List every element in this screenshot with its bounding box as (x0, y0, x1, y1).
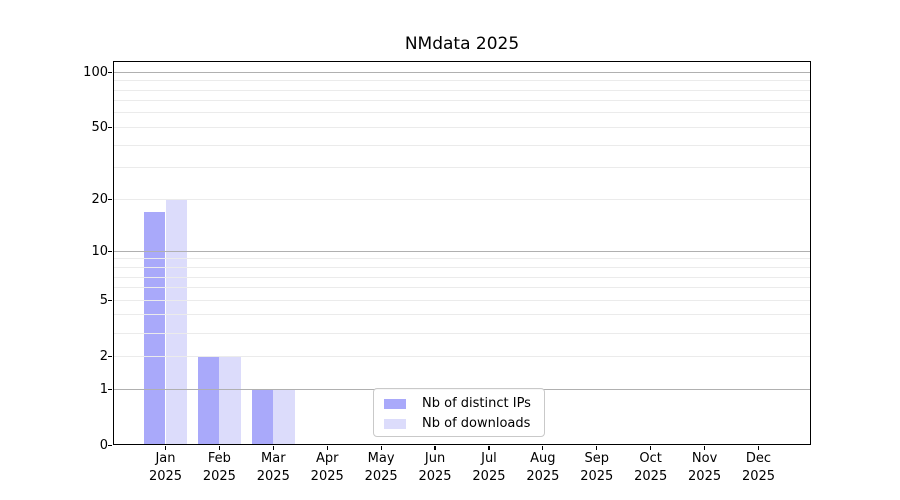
x-axis-tick (380, 446, 382, 450)
minor-gridline (113, 167, 811, 169)
x-axis-tick-label: Apr 2025 (310, 451, 344, 484)
minor-gridline (113, 198, 811, 200)
y-axis-tick (108, 299, 112, 301)
y-axis-tick (108, 444, 112, 446)
bar-distinct-ips (197, 356, 220, 445)
minor-gridline (113, 267, 811, 268)
legend-label-downloads: Nb of downloads (422, 416, 531, 431)
x-axis-tick (488, 446, 490, 450)
legend-swatch-distinct-ips (384, 399, 406, 409)
x-axis-tick-label: Jun 2025 (418, 451, 452, 484)
minor-gridline (113, 276, 811, 278)
major-gridline (113, 71, 811, 73)
gridlines-layer (113, 61, 811, 445)
x-axis-tick-label: Sep 2025 (580, 451, 614, 484)
legend-entry-distinct-ips: Nb of distinct IPs (384, 394, 536, 414)
legend-label-distinct-ips: Nb of distinct IPs (422, 396, 531, 411)
y-axis-tick-label: 0 (99, 437, 108, 453)
x-axis-tick (650, 446, 652, 450)
minor-gridline (113, 89, 811, 91)
x-axis-tick (757, 446, 760, 450)
legend-swatch-downloads (384, 419, 406, 429)
y-axis-tick-label: 10 (91, 243, 108, 259)
y-axis-tick-label: 2 (99, 348, 108, 364)
bar-downloads (273, 389, 295, 445)
x-axis-tick (542, 446, 544, 450)
minor-gridline (113, 355, 811, 357)
x-axis-tick (434, 446, 436, 450)
bars-layer (113, 61, 811, 445)
minor-gridline (113, 258, 811, 260)
bar-distinct-ips (143, 211, 166, 445)
y-axis-tick (108, 198, 112, 200)
bar-downloads (165, 199, 188, 445)
y-axis-tick-label: 50 (91, 119, 108, 135)
x-axis-tick (596, 446, 598, 450)
minor-gridline (113, 287, 811, 289)
x-axis-tick-label: Mar 2025 (256, 451, 290, 484)
plot-area: Nb of distinct IPs Nb of downloads 0 1 2 5 1… (83, 61, 811, 484)
x-axis-tick-label: Oct 2025 (634, 451, 668, 484)
x-axis-tick (164, 446, 167, 450)
y-axis-tick-label: 20 (91, 191, 108, 207)
y-axis-tick-label: 100 (83, 64, 108, 80)
x-axis-tick-label: Aug 2025 (526, 451, 560, 484)
chart-title: NMdata 2025 (404, 34, 520, 54)
minor-gridline (113, 112, 811, 114)
legend-entry-downloads: Nb of downloads (384, 414, 536, 434)
minor-gridline (113, 126, 811, 128)
y-axis-tick (108, 126, 112, 129)
y-axis-tick-label: 1 (99, 381, 108, 397)
minor-gridline (113, 314, 811, 316)
x-axis-tick (326, 446, 328, 450)
x-axis-tick-label: May 2025 (364, 451, 398, 484)
x-axis-tick-label: Jul 2025 (472, 451, 506, 484)
x-axis-tick-label: Feb 2025 (202, 451, 236, 484)
x-axis-tick (272, 446, 274, 450)
x-axis-tick-label: Dec 2025 (741, 451, 776, 484)
minor-gridline (113, 299, 811, 301)
minor-gridline (113, 100, 811, 102)
minor-gridline (113, 332, 811, 334)
minor-gridline (113, 80, 811, 82)
legend: Nb of distinct IPs Nb of downloads (373, 388, 545, 437)
y-axis-tick (108, 388, 112, 390)
bar-distinct-ips (251, 389, 274, 445)
x-axis-tick (703, 446, 706, 450)
y-axis-tick (108, 250, 112, 252)
x-axis-tick-label: Nov 2025 (688, 451, 722, 484)
y-axis-tick-label: 5 (99, 292, 108, 308)
x-axis-tick-label: Jan 2025 (148, 451, 183, 484)
bar-downloads (219, 356, 241, 445)
y-axis-tick (108, 355, 112, 357)
major-gridline (113, 250, 811, 252)
minor-gridline (113, 144, 811, 146)
y-axis-tick (108, 71, 112, 73)
x-axis-tick (218, 446, 220, 450)
